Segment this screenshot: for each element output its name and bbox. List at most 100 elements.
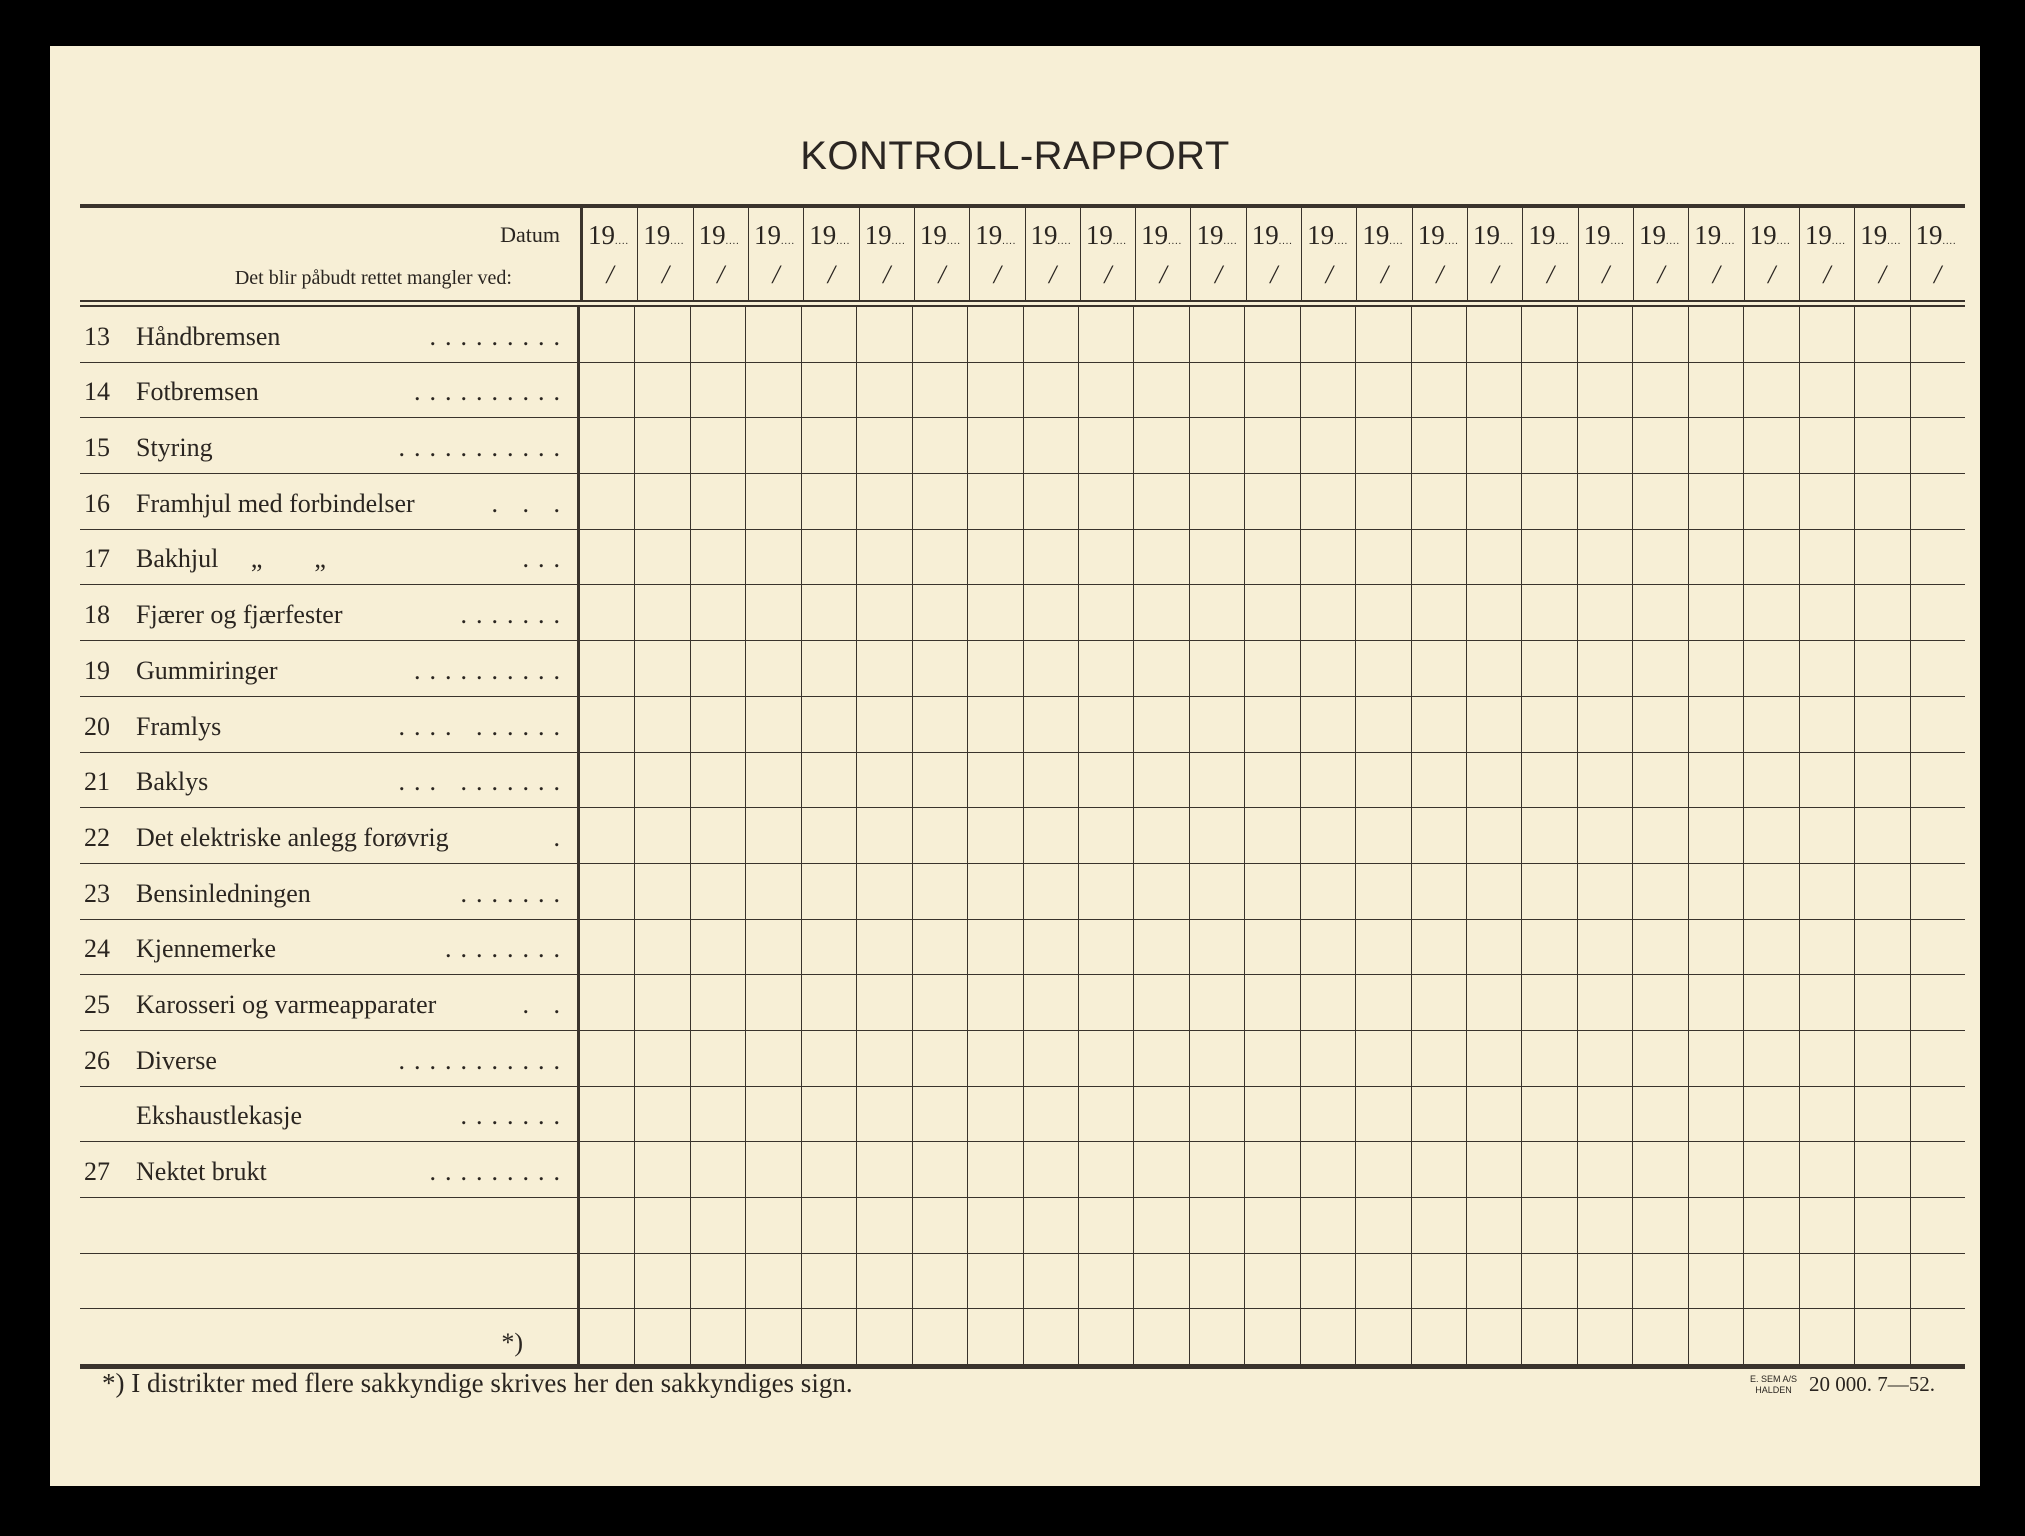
date-column-header[interactable]: 19.... / bbox=[1191, 208, 1247, 300]
check-cell[interactable] bbox=[1356, 1142, 1412, 1198]
check-cell[interactable] bbox=[635, 696, 691, 753]
check-cell[interactable] bbox=[1189, 362, 1246, 419]
check-cell[interactable] bbox=[968, 1030, 1024, 1087]
check-cell[interactable] bbox=[690, 863, 747, 920]
check-cell[interactable] bbox=[1134, 1086, 1190, 1143]
check-cell[interactable] bbox=[1799, 307, 1856, 363]
check-cell[interactable] bbox=[1577, 1198, 1634, 1254]
check-cell[interactable] bbox=[746, 975, 802, 1031]
check-cell[interactable] bbox=[912, 1198, 969, 1254]
check-cell[interactable] bbox=[1300, 474, 1357, 530]
date-column-header[interactable]: 19.... / bbox=[1689, 208, 1745, 300]
check-cell[interactable] bbox=[746, 1309, 802, 1366]
check-cell[interactable] bbox=[1522, 752, 1578, 809]
check-cell[interactable] bbox=[1744, 1253, 1800, 1310]
check-cell[interactable] bbox=[1688, 919, 1745, 976]
check-cell[interactable] bbox=[1023, 418, 1079, 475]
check-cell[interactable] bbox=[968, 1198, 1024, 1254]
check-cell[interactable] bbox=[1134, 1309, 1190, 1366]
check-cell[interactable] bbox=[1245, 307, 1301, 363]
check-cell[interactable] bbox=[1356, 808, 1412, 864]
check-cell[interactable] bbox=[1467, 1030, 1523, 1087]
check-cell[interactable] bbox=[1522, 1086, 1578, 1143]
check-cell[interactable] bbox=[1577, 474, 1634, 530]
check-cell[interactable] bbox=[635, 1142, 691, 1198]
check-cell[interactable] bbox=[1799, 696, 1856, 753]
check-cell[interactable] bbox=[968, 307, 1024, 363]
check-cell[interactable] bbox=[912, 307, 969, 363]
check-cell[interactable] bbox=[1855, 585, 1911, 642]
check-cell[interactable] bbox=[635, 808, 691, 864]
check-cell[interactable] bbox=[690, 307, 747, 363]
check-cell[interactable] bbox=[1744, 474, 1800, 530]
check-cell[interactable] bbox=[1799, 474, 1856, 530]
check-cell[interactable] bbox=[746, 1086, 802, 1143]
check-cell[interactable] bbox=[912, 975, 969, 1031]
check-cell[interactable] bbox=[912, 474, 969, 530]
date-column-header[interactable]: 19.... / bbox=[1468, 208, 1524, 300]
check-cell[interactable] bbox=[635, 474, 691, 530]
check-cell[interactable] bbox=[1522, 474, 1578, 530]
check-cell[interactable] bbox=[1189, 1309, 1246, 1366]
check-cell[interactable] bbox=[857, 1309, 913, 1366]
check-cell[interactable] bbox=[1522, 585, 1578, 642]
check-cell[interactable] bbox=[1078, 641, 1135, 697]
check-cell[interactable] bbox=[912, 585, 969, 642]
check-cell[interactable] bbox=[1356, 975, 1412, 1031]
check-cell[interactable] bbox=[1189, 1198, 1246, 1254]
check-cell[interactable] bbox=[1134, 752, 1190, 809]
check-cell[interactable] bbox=[1078, 362, 1135, 419]
check-cell[interactable] bbox=[1744, 529, 1800, 586]
check-cell[interactable] bbox=[801, 1030, 858, 1087]
check-cell[interactable] bbox=[1522, 1309, 1578, 1366]
check-cell[interactable] bbox=[1134, 418, 1190, 475]
check-cell[interactable] bbox=[1522, 863, 1578, 920]
check-cell[interactable] bbox=[1023, 1030, 1079, 1087]
check-cell[interactable] bbox=[1189, 585, 1246, 642]
check-cell[interactable] bbox=[1633, 1309, 1689, 1366]
check-cell[interactable] bbox=[1910, 363, 1965, 419]
check-cell[interactable] bbox=[1633, 474, 1689, 530]
date-column-header[interactable]: 19.... / bbox=[1026, 208, 1081, 300]
check-cell[interactable] bbox=[635, 529, 691, 586]
check-cell[interactable] bbox=[857, 641, 913, 697]
check-cell[interactable] bbox=[1411, 307, 1467, 363]
check-cell[interactable] bbox=[1245, 752, 1301, 809]
check-cell[interactable] bbox=[1855, 1086, 1911, 1143]
check-cell[interactable] bbox=[1910, 1309, 1965, 1366]
check-cell[interactable] bbox=[912, 752, 969, 809]
check-cell[interactable] bbox=[1467, 863, 1523, 920]
check-cell[interactable] bbox=[1855, 808, 1911, 864]
check-cell[interactable] bbox=[580, 1030, 636, 1087]
check-cell[interactable] bbox=[1189, 641, 1246, 697]
check-cell[interactable] bbox=[1189, 919, 1246, 976]
check-cell[interactable] bbox=[1245, 1142, 1301, 1198]
check-cell[interactable] bbox=[746, 474, 802, 530]
date-column-header[interactable]: 19.... / bbox=[583, 208, 639, 300]
date-column-header[interactable]: 19.... / bbox=[1800, 208, 1856, 300]
check-cell[interactable] bbox=[1633, 752, 1689, 809]
check-cell[interactable] bbox=[1134, 919, 1190, 976]
check-cell[interactable] bbox=[1189, 1030, 1246, 1087]
check-cell[interactable] bbox=[580, 307, 636, 363]
check-cell[interactable] bbox=[1134, 863, 1190, 920]
check-cell[interactable] bbox=[1300, 1142, 1357, 1198]
check-cell[interactable] bbox=[1356, 307, 1412, 363]
check-cell[interactable] bbox=[635, 919, 691, 976]
date-column-header[interactable]: 19.... / bbox=[1081, 208, 1137, 300]
check-cell[interactable] bbox=[1356, 1253, 1412, 1310]
check-cell[interactable] bbox=[1799, 752, 1856, 809]
check-cell[interactable] bbox=[801, 752, 858, 809]
check-cell[interactable] bbox=[1688, 1142, 1745, 1198]
check-cell[interactable] bbox=[1300, 1309, 1357, 1366]
check-cell[interactable] bbox=[1245, 1309, 1301, 1366]
check-cell[interactable] bbox=[1522, 1142, 1578, 1198]
check-cell[interactable] bbox=[968, 585, 1024, 642]
check-cell[interactable] bbox=[746, 418, 802, 475]
check-cell[interactable] bbox=[690, 585, 747, 642]
check-cell[interactable] bbox=[1134, 529, 1190, 586]
check-cell[interactable] bbox=[1411, 863, 1467, 920]
check-cell[interactable] bbox=[580, 474, 636, 530]
check-cell[interactable] bbox=[1078, 975, 1135, 1031]
check-cell[interactable] bbox=[1467, 641, 1523, 697]
